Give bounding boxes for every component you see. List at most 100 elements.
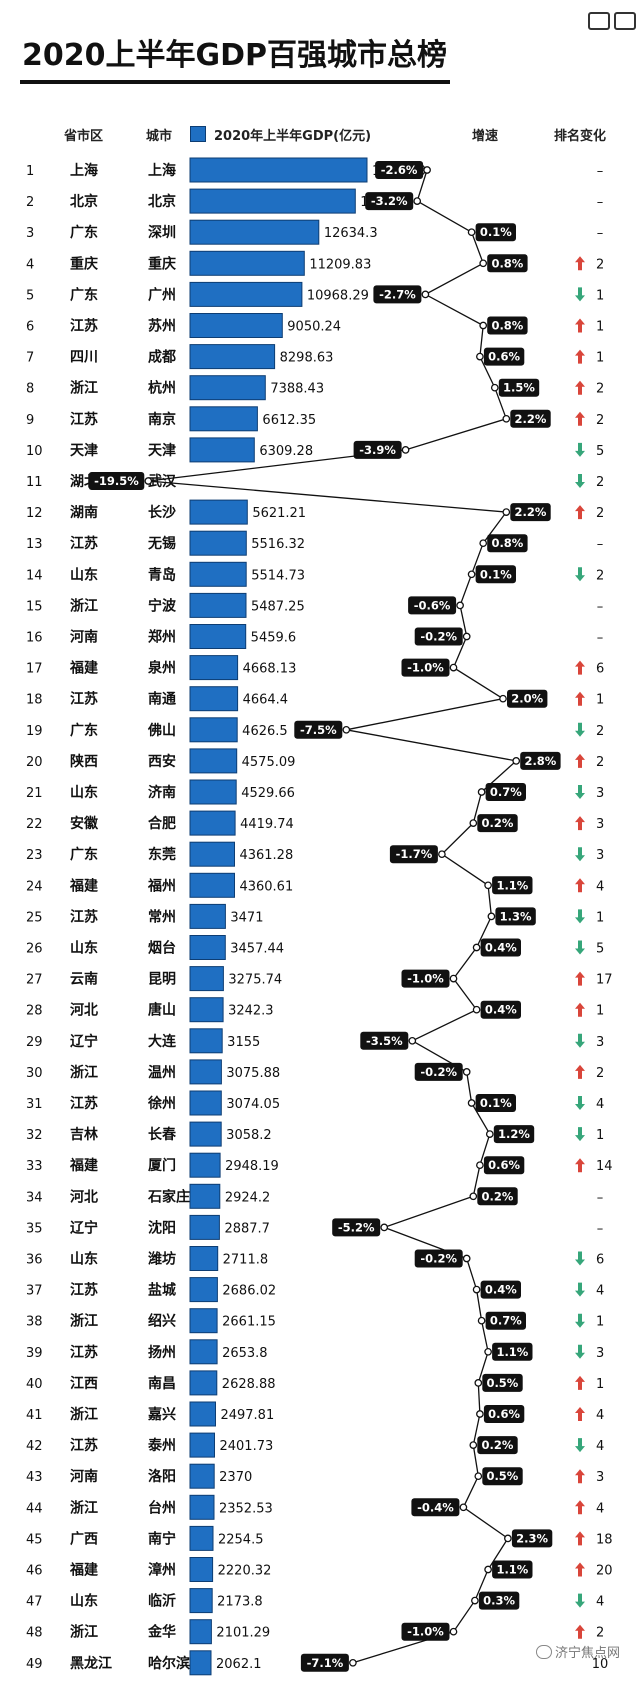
rank-change-value: – <box>597 599 604 614</box>
growth-label: 0.6% <box>488 350 520 364</box>
growth-label-box <box>477 1436 518 1455</box>
rank-label: 23 <box>26 848 43 863</box>
growth-label-box <box>485 783 526 801</box>
wechat-icon <box>536 1645 552 1659</box>
rank-up-arrow-icon <box>575 816 585 831</box>
growth-label: 0.5% <box>486 1376 518 1390</box>
city-label: 南昌 <box>148 1375 176 1392</box>
city-label: 常州 <box>148 908 176 925</box>
province-label: 广东 <box>70 722 98 739</box>
gdp-value-label: 4575.09 <box>242 755 296 770</box>
gdp-bar <box>189 1214 220 1240</box>
rank-change-value: 3 <box>596 1470 604 1485</box>
city-label: 无锡 <box>147 535 176 552</box>
rank-down-arrow-icon <box>575 1344 585 1359</box>
growth-point <box>479 539 488 548</box>
growth-point <box>484 1347 492 1356</box>
rank-change-value: 1 <box>596 1377 604 1392</box>
growth-point <box>474 1472 483 1481</box>
growth-label: 1.3% <box>500 909 532 923</box>
city-label: 南宁 <box>148 1530 176 1547</box>
gdp-value-label: 11209.83 <box>309 257 371 272</box>
rank-label: 44 <box>26 1501 43 1516</box>
gdp-value-label: 5516.32 <box>251 537 305 552</box>
gdp-bar <box>189 1619 212 1645</box>
rank-down-arrow-icon <box>575 1251 585 1266</box>
gdp-bar <box>189 841 235 867</box>
growth-label-box <box>495 907 536 926</box>
rank-label: 46 <box>26 1564 43 1579</box>
growth-label-box <box>487 534 528 553</box>
city-label: 沈阳 <box>148 1219 176 1236</box>
corner-mark-icon <box>614 12 636 30</box>
rank-change-value: 3 <box>596 786 604 801</box>
gdp-bar <box>189 1339 218 1365</box>
gdp-bar <box>189 1028 223 1054</box>
city-label: 漳州 <box>148 1562 176 1579</box>
gdp-bar <box>189 1463 215 1489</box>
rank-label: 45 <box>26 1532 43 1547</box>
rank-change-value: 4 <box>596 1097 604 1112</box>
city-label: 青岛 <box>148 566 176 583</box>
growth-label-box <box>487 254 528 273</box>
rank-change-value: 1 <box>596 351 604 366</box>
growth-label-box <box>485 1311 526 1330</box>
rank-change-value: 2 <box>596 257 604 272</box>
province-label: 河南 <box>70 629 98 646</box>
city-label: 泉州 <box>148 660 176 677</box>
gdp-bar <box>189 437 255 463</box>
gdp-bar <box>189 935 226 960</box>
province-label: 江苏 <box>70 1282 98 1299</box>
growth-label: -2.6% <box>381 163 418 177</box>
rank-change-value: 18 <box>596 1532 613 1547</box>
rank-label: 32 <box>26 1128 43 1143</box>
gdp-bar <box>189 1059 222 1085</box>
province-label: 山东 <box>70 566 98 583</box>
rank-label: 10 <box>26 444 43 459</box>
rank-label: 2 <box>26 195 34 210</box>
city-label: 苏州 <box>148 318 176 335</box>
city-label: 扬州 <box>148 1344 176 1361</box>
growth-point <box>408 1036 417 1045</box>
header-province: 省市区 <box>64 129 104 144</box>
growth-point <box>469 819 478 827</box>
rank-change-value: 2 <box>596 413 604 428</box>
rank-up-arrow-icon <box>575 1562 585 1577</box>
growth-label: -0.2% <box>420 1252 457 1266</box>
gdp-value-label: 7388.43 <box>270 382 324 397</box>
rank-change-value: – <box>597 195 604 210</box>
page-title: 2020上半年GDP百强城市总榜 <box>22 38 448 73</box>
province-label: 浙江 <box>70 1313 98 1330</box>
rank-change-value: 5 <box>596 444 604 459</box>
province-label: 黑龙江 <box>70 1655 112 1672</box>
rank-change-value: 6 <box>596 1253 604 1268</box>
rank-label: 42 <box>26 1439 43 1454</box>
rank-label: 8 <box>26 382 34 397</box>
growth-point <box>484 881 492 890</box>
rank-down-arrow-icon <box>575 442 585 457</box>
rank-label: 49 <box>26 1657 43 1672</box>
growth-point <box>487 912 496 921</box>
province-label: 天津 <box>70 442 98 459</box>
city-label: 合肥 <box>148 815 176 832</box>
growth-label-box <box>401 969 450 988</box>
growth-point <box>438 850 446 859</box>
rank-label: 19 <box>26 724 43 739</box>
province-label: 河南 <box>70 1468 98 1485</box>
gdp-bar <box>189 561 247 587</box>
growth-label-box <box>480 1280 521 1299</box>
city-label: 西安 <box>148 753 176 770</box>
watermark-text: 济宁焦点网 <box>555 1646 621 1661</box>
growth-label-box <box>353 440 402 459</box>
growth-label: 0.5% <box>486 1469 518 1483</box>
growth-point <box>462 1254 471 1263</box>
city-label: 福州 <box>147 877 176 894</box>
rank-down-arrow-icon <box>575 722 585 737</box>
rank-change-value: 10 <box>592 1657 609 1672</box>
corner-mark-icon <box>588 12 610 30</box>
growth-label: 0.7% <box>490 1314 522 1328</box>
gdp-bar <box>189 1277 218 1303</box>
gdp-value-label: 2924.2 <box>225 1190 270 1205</box>
gdp-value-label: 2370 <box>219 1470 252 1485</box>
